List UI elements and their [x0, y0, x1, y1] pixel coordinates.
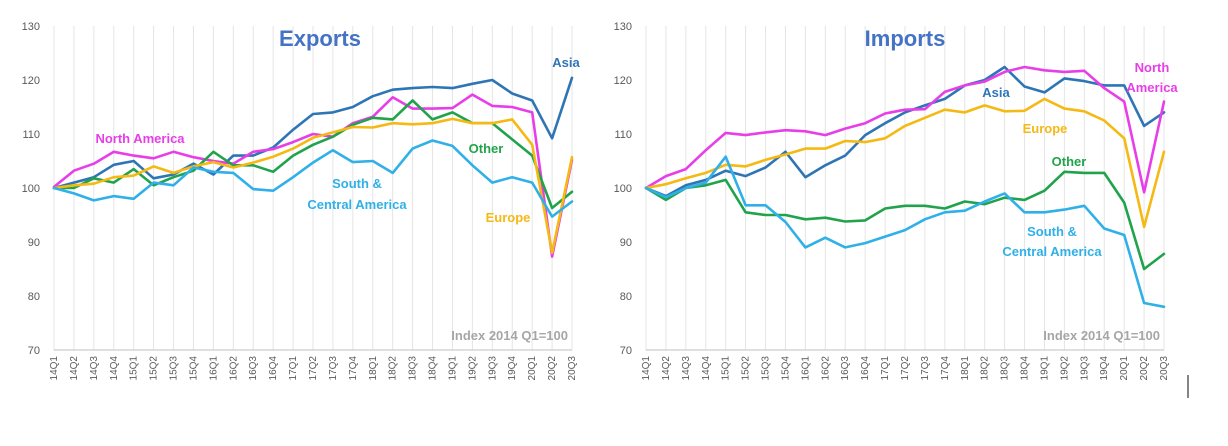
- exports-x-tick-label: 17Q2: [308, 356, 319, 381]
- exports-y-tick-label: 90: [28, 237, 40, 249]
- imports-x-tick-label: 17Q2: [900, 356, 911, 381]
- exports-x-tick-label: 15Q2: [149, 356, 160, 381]
- exports-y-tick-label: 130: [22, 21, 40, 33]
- imports-series-north-america: [644, 65, 1166, 194]
- exports-x-tick-label: 19Q2: [467, 356, 478, 381]
- exports-x-tick-label: 14Q1: [49, 356, 60, 381]
- exports-x-tick-label: 19Q3: [487, 356, 498, 381]
- exports-x-tick-label: 16Q2: [228, 356, 239, 381]
- imports-x-tick-label: 20Q2: [1139, 356, 1150, 381]
- exports-x-tick-label: 14Q2: [69, 356, 80, 381]
- imports-label-asia: Asia: [982, 85, 1010, 100]
- imports-label-north-america: North America: [1126, 60, 1178, 95]
- exports-label-south-and-central-america: South & Central America: [307, 176, 407, 212]
- imports-x-tick-label: 17Q3: [920, 356, 931, 381]
- exports-y-tick-label: 110: [22, 129, 40, 141]
- imports-x-tick-label: 16Q3: [840, 356, 851, 381]
- imports-x-tick-label: 19Q4: [1099, 356, 1110, 381]
- exports-series-europe: [52, 117, 574, 255]
- imports-title: Imports: [865, 26, 946, 51]
- exports-series-south-and-central-america: [52, 139, 574, 218]
- imports-y-tick-label: 120: [614, 75, 632, 87]
- exports-label-europe: Europe: [486, 210, 531, 225]
- imports-x-tick-label: 18Q4: [1020, 356, 1031, 381]
- exports-x-tick-label: 19Q4: [507, 356, 518, 381]
- imports-x-tick-label: 16Q2: [820, 356, 831, 381]
- imports-y-tick-label: 130: [614, 21, 632, 33]
- imports-y-tick-label: 80: [620, 291, 632, 303]
- exports-x-tick-label: 16Q3: [248, 356, 259, 381]
- exports-x-tick-label: 20Q1: [527, 356, 538, 381]
- imports-x-tick-label: 14Q3: [681, 356, 692, 381]
- exports-series-asia: [52, 76, 574, 190]
- imports-x-tick-label: 16Q1: [800, 356, 811, 381]
- exports-x-tick-label: 15Q3: [169, 356, 180, 381]
- imports-x-tick-label: 20Q3: [1159, 356, 1170, 381]
- imports-x-tick-label: 15Q4: [780, 356, 791, 381]
- imports-x-tick-label: 18Q2: [980, 356, 991, 381]
- imports-label-europe: Europe: [1023, 121, 1068, 136]
- imports-x-tick-label: 15Q3: [761, 356, 772, 381]
- exports-y-tick-label: 100: [22, 183, 40, 195]
- exports-x-tick-label: 17Q3: [328, 356, 339, 381]
- exports-x-tick-label: 15Q1: [129, 356, 140, 381]
- imports-x-tick-label: 19Q2: [1059, 356, 1070, 381]
- exports-x-tick-label: 14Q3: [89, 356, 100, 381]
- imports-y-tick-label: 90: [620, 237, 632, 249]
- imports-x-tick-label: 14Q2: [661, 356, 672, 381]
- exports-series-north-america: [52, 93, 574, 258]
- exports-y-tick-label: 120: [22, 75, 40, 87]
- imports-x-tick-label: 15Q2: [741, 356, 752, 381]
- exports-label-other: Other: [469, 141, 504, 156]
- imports-y-tick-label: 100: [614, 183, 632, 195]
- imports-label-south-and-central-america: South & Central America: [1002, 224, 1102, 259]
- exports-x-tick-label: 16Q1: [208, 356, 219, 381]
- exports-title: Exports: [279, 26, 361, 51]
- imports-x-tick-label: 18Q1: [960, 356, 971, 381]
- imports-x-tick-label: 16Q4: [860, 356, 871, 381]
- imports-x-tick-label: 14Q1: [641, 356, 652, 381]
- exports-x-tick-label: 20Q2: [547, 356, 558, 381]
- exports-x-tick-label: 20Q3: [567, 356, 578, 381]
- imports-index-note: Index 2014 Q1=100: [1043, 328, 1160, 343]
- imports-x-tick-label: 17Q4: [940, 356, 951, 381]
- exports-x-tick-label: 17Q1: [288, 356, 299, 381]
- imports-y-tick-label: 70: [620, 345, 632, 357]
- exports-index-note: Index 2014 Q1=100: [451, 328, 568, 343]
- exports-label-asia: Asia: [552, 55, 580, 70]
- exports-x-tick-label: 18Q3: [408, 356, 419, 381]
- imports-x-tick-label: 20Q1: [1119, 356, 1130, 381]
- imports-x-tick-label: 14Q4: [701, 356, 712, 381]
- imports-x-tick-label: 19Q1: [1039, 356, 1050, 381]
- imports-y-tick-label: 110: [614, 129, 632, 141]
- imports-series-other: [644, 170, 1166, 271]
- exports-y-tick-label: 80: [28, 291, 40, 303]
- imports-x-tick-label: 15Q1: [721, 356, 732, 381]
- exports-chart: 70 80 90 100 110 120 130 14Q1 14Q2 14Q3 14Q4 15Q1 15…: [22, 21, 581, 380]
- exports-y-tick-label: 70: [28, 345, 40, 357]
- exports-x-tick-label: 18Q1: [368, 356, 379, 381]
- imports-series-south-and-central-america: [644, 155, 1166, 309]
- exports-x-tick-label: 18Q4: [428, 356, 439, 381]
- exports-x-tick-label: 17Q4: [348, 356, 359, 381]
- exports-x-tick-label: 14Q4: [109, 356, 120, 381]
- exports-x-tick-label: 18Q2: [388, 356, 399, 381]
- imports-chart: 70 80 90 100 110 120 130 14Q1 14Q2 14Q3 14Q4 15Q1 15…: [614, 21, 1179, 380]
- exports-x-tick-label: 16Q4: [268, 356, 279, 381]
- imports-x-tick-label: 18Q3: [1000, 356, 1011, 381]
- exports-x-tick-label: 15Q4: [188, 356, 199, 381]
- exports-x-tick-label: 19Q1: [447, 356, 458, 381]
- exports-label-north-america: North America: [95, 131, 185, 146]
- imports-series-europe: [644, 97, 1166, 229]
- imports-x-tick-label: 19Q3: [1079, 356, 1090, 381]
- imports-label-other: Other: [1052, 154, 1087, 169]
- imports-x-tick-label: 17Q1: [880, 356, 891, 381]
